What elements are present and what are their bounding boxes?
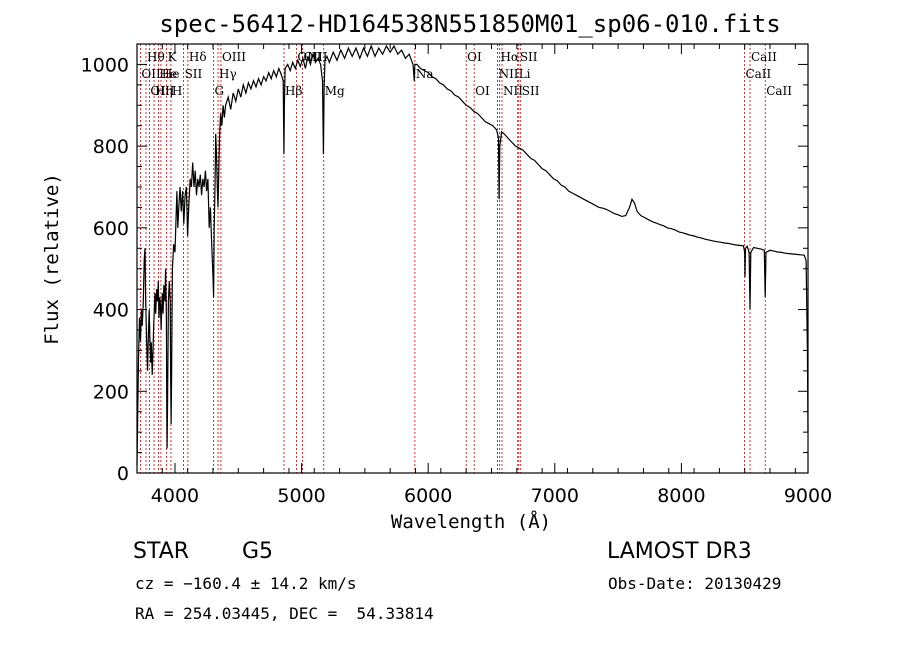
line-label: Hβ	[285, 84, 302, 98]
survey-name: LAMOST DR3	[607, 539, 752, 564]
line-label: OIII	[222, 50, 246, 64]
line-label: Li	[519, 67, 531, 81]
y-tick-label: 200	[93, 381, 129, 403]
x-axis-label: Wavelength (Å)	[391, 510, 551, 533]
object-class: STAR	[133, 539, 190, 564]
line-label: SII	[185, 67, 203, 81]
line-label: Hδ	[189, 50, 207, 64]
y-tick-label: 400	[93, 300, 129, 322]
line-label: OIII	[150, 84, 174, 98]
chart-title: spec-56412-HD164538N551850M01_sp06-010.f…	[159, 10, 780, 38]
y-tick-label: 800	[93, 136, 129, 158]
line-label: CaII	[751, 50, 777, 64]
line-label: He	[159, 67, 177, 81]
x-tick-label: 8000	[657, 485, 705, 507]
line-label: SII	[522, 84, 540, 98]
coordinates: RA = 254.03445, DEC = 54.33814	[135, 604, 434, 623]
line-label: Hθ	[147, 50, 165, 64]
line-label: OII	[141, 67, 161, 81]
x-tick-label: 9000	[784, 485, 832, 507]
line-label: SII	[520, 50, 538, 64]
spectral-line-markers	[140, 44, 766, 473]
plot-frame	[136, 43, 809, 474]
x-tick-label: 6000	[404, 485, 452, 507]
line-label: CaII	[766, 84, 792, 98]
x-tick-label: 7000	[531, 485, 579, 507]
line-label: Mg	[325, 84, 345, 98]
line-label: Hα	[500, 50, 519, 64]
redshift-velocity: cz = −160.4 ± 14.2 km/s	[135, 574, 357, 593]
y-tick-label: 0	[117, 463, 129, 485]
line-label: G	[214, 84, 224, 98]
observation-date: Obs-Date: 20130429	[608, 574, 782, 593]
line-label: OI	[475, 84, 490, 98]
line-label: NII	[499, 67, 519, 81]
y-axis-ticks: 0 200 400 600 800 1000	[81, 43, 808, 485]
line-label: K	[168, 50, 178, 64]
line-label: Hγ	[219, 67, 237, 81]
object-subclass: G5	[242, 539, 274, 564]
y-tick-label: 1000	[81, 54, 129, 76]
line-label: Na	[416, 67, 434, 81]
line-label: He	[162, 67, 180, 81]
line-label: Hη	[155, 84, 173, 98]
y-tick-label: 600	[93, 218, 129, 240]
x-tick-label: 4000	[151, 485, 199, 507]
spectrum-line	[136, 44, 809, 465]
x-axis-ticks: 4000 5000 6000 7000 8000 9000	[136, 44, 832, 507]
x-tick-label: 5000	[277, 485, 325, 507]
spectral-line-labels: OIIHθOIIIHηHeHeKHSIIHδGHγOIIIHβOIIIOIIIM…	[141, 50, 792, 98]
line-label: NII	[503, 84, 523, 98]
line-label: OI	[467, 50, 482, 64]
line-label: CaII	[745, 67, 771, 81]
y-axis-label: Flux (relative)	[41, 173, 63, 345]
line-label: H	[172, 84, 182, 98]
